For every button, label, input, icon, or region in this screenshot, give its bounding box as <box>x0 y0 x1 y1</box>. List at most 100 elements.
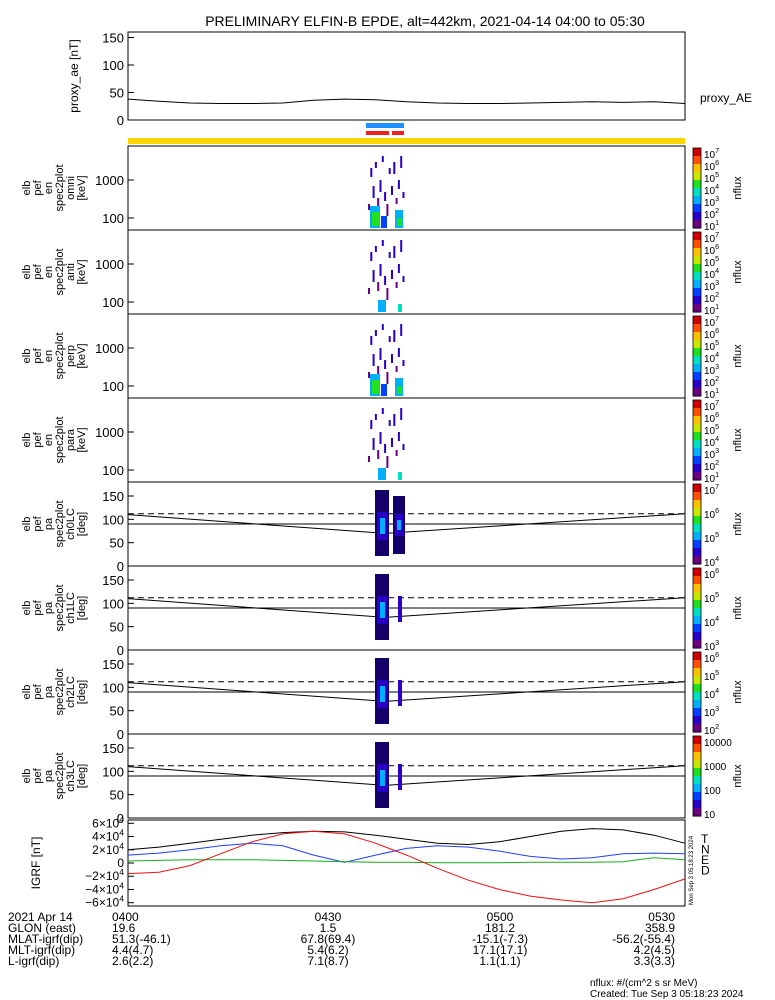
y-tick-label: 100 <box>102 211 124 226</box>
colorbar-tick-label: 104 <box>704 266 719 281</box>
y-axis-label-line: spec2plot <box>54 332 66 379</box>
y-axis-label-line: omni <box>65 176 77 200</box>
colorbar-tick-label: 103 <box>704 446 719 461</box>
y-tick-label: 1000 <box>95 173 124 188</box>
spectrogram-panel-7: 150 100 50 0 elb pef pa spec2plot ch2LC [deg] 106 1… <box>21 649 744 742</box>
colorbar-tick-label: 103 <box>704 638 719 653</box>
colorbar-tick-label: 104 <box>704 182 719 197</box>
colorbar-tick-label: 105 <box>704 422 719 437</box>
colorbar-tick-label: 105 <box>704 668 719 683</box>
panel-frame <box>127 313 686 399</box>
flux-pixel <box>381 408 384 414</box>
y-tick-label: 1000 <box>95 341 124 356</box>
y-tick-label: 100 <box>102 463 124 478</box>
flux-pixel <box>372 380 380 394</box>
spectrogram-panel-5: 150 100 50 0 elb pef pa spec2plot ch0LC [deg] 107 1… <box>21 481 744 574</box>
flux-pixel <box>386 372 389 384</box>
flux-pixel <box>397 218 402 226</box>
y-axis-label-line: elb <box>21 181 33 196</box>
colorbar-tick-label: 105 <box>704 254 719 269</box>
flux-pixel <box>368 456 370 462</box>
colorbar-tick-label: 104 <box>704 434 719 449</box>
proxy-ae-y-axis-label: proxy_ae [nT] <box>67 39 81 112</box>
footer-row-label: L-igrf(dip) <box>8 954 59 968</box>
y-axis-label-line: pa <box>43 685 55 698</box>
flux-pixel <box>397 432 400 441</box>
y-tick-label: 100 <box>102 512 124 527</box>
proxy-ae-y-ticks: 150 100 50 0 <box>102 31 134 128</box>
flux-pixel <box>384 360 387 369</box>
footer-row-label: MLT-igrf(dip) <box>8 943 75 957</box>
colorbar <box>693 400 701 481</box>
panel-frame <box>127 397 686 483</box>
flux-pixel <box>391 354 393 363</box>
colorbar-tick-label: 107 <box>704 230 719 245</box>
y-axis-label-line: spec2plot <box>54 416 66 463</box>
y-axis-label-line: [keV] <box>76 259 88 284</box>
colorbar-label: nflux <box>732 680 744 704</box>
y-axis-label-line: [deg] <box>76 512 88 536</box>
y-axis-label-line: pa <box>43 517 55 530</box>
flux-pixel <box>388 168 391 174</box>
proxy-ae-series-line <box>127 98 686 104</box>
colorbar-tick-label: 101 <box>704 470 719 485</box>
colorbar-tick-label: 104 <box>704 614 719 629</box>
y-axis-label-line: en <box>43 182 55 194</box>
flux-pixel <box>377 198 380 207</box>
flux-pixel <box>395 282 398 288</box>
colorbar-tick-label: 105 <box>704 590 719 605</box>
flux-pixel <box>397 180 400 189</box>
y-tick-label: 1000 <box>95 257 124 272</box>
y-axis-label-line: pef <box>32 179 44 195</box>
flux-pixel <box>391 270 393 279</box>
y-tick-label: 2×104 <box>92 841 124 857</box>
colorbar-tick-label: 106 <box>704 566 719 581</box>
y-axis-label-line: anti <box>65 263 77 281</box>
flux-pixel <box>372 186 375 198</box>
flux-pixel <box>380 518 385 534</box>
flux-pixel <box>384 444 387 453</box>
y-axis-label-line: spec2plot <box>54 752 66 799</box>
y-tick-label: 100 <box>102 295 124 310</box>
y-tick-label: 0 <box>117 113 124 128</box>
y-tick-label: 50 <box>110 620 124 635</box>
flux-pixel <box>381 324 384 330</box>
flux-pixel <box>378 300 386 312</box>
y-axis-label-line: spec2plot <box>54 248 66 295</box>
flux-pixel <box>377 366 380 375</box>
colorbar-tick-label: 107 <box>704 398 719 413</box>
units-note: nflux: #/(cm^2 s sr MeV) <box>590 978 698 989</box>
flux-pixel <box>380 686 385 702</box>
created-timestamp: Created: Tue Sep 3 05:18:23 2024 <box>590 989 744 1000</box>
colorbar-tick-label: 107 <box>704 482 719 497</box>
y-tick-label: −2×104 <box>85 867 124 883</box>
y-axis-label-line: elb <box>21 517 33 532</box>
flux-pixel <box>374 246 377 252</box>
y-axis-label-line: en <box>43 434 55 446</box>
footer-row-value: 2.6(2.2) <box>112 954 153 968</box>
sci-zone-markers <box>128 123 685 144</box>
flux-pixel <box>381 216 387 228</box>
colorbar-tick-label: 102 <box>704 206 719 221</box>
y-axis-label-line: ch2LC <box>65 676 77 708</box>
colorbar-tick-label: 103 <box>704 278 719 293</box>
flux-pixel <box>397 348 400 357</box>
colorbar-tick-label: 10000 <box>704 738 732 749</box>
flux-pixel <box>398 764 402 790</box>
y-tick-label: 100 <box>102 764 124 779</box>
flux-pixel <box>402 360 405 366</box>
flux-pixel <box>370 336 373 345</box>
y-axis-label-line: ch0LC <box>65 508 77 540</box>
y-axis-label-line: ch3LC <box>65 760 77 792</box>
flux-pixel <box>368 288 370 294</box>
flux-pixel <box>372 212 380 226</box>
footer-row-value: 1.5 <box>320 921 337 935</box>
colorbar-tick-label: 1000 <box>704 762 727 773</box>
flux-pixel <box>378 468 386 480</box>
colorbar-label: nflux <box>732 344 744 368</box>
y-axis-label-line: ch1LC <box>65 592 77 624</box>
